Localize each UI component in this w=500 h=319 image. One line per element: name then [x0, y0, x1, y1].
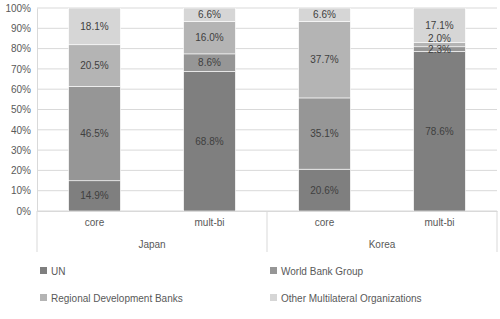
x-tick: core — [85, 211, 105, 228]
bar-segment — [69, 86, 121, 180]
y-tick-label: 100% — [5, 3, 31, 14]
y-tick-label: 10% — [11, 185, 31, 196]
x-tick: mult-bi — [194, 211, 224, 228]
group-label: Japan — [138, 239, 165, 250]
y-tick: 0% — [17, 206, 37, 217]
legend-item: UN — [40, 266, 65, 277]
y-axis: 0% 10% 20% 30% 40% 50% 60% 70% 80% 90% 100% — [5, 3, 37, 217]
y-tick: 10% — [11, 185, 37, 196]
y-tick-label: 0% — [17, 206, 32, 217]
legend-item: Other Multilateral Organizations — [270, 293, 422, 304]
data-label: 8.6% — [198, 57, 221, 68]
x-tick-label: mult-bi — [194, 217, 224, 228]
data-label: 20.6% — [310, 185, 338, 196]
legend-swatch — [40, 294, 47, 301]
y-tick-label: 70% — [11, 64, 31, 75]
y-tick-label: 30% — [11, 145, 31, 156]
bar-segment — [69, 181, 121, 211]
y-tick-label: 20% — [11, 165, 31, 176]
y-tick: 80% — [11, 43, 37, 54]
legend-label: Regional Development Banks — [51, 293, 183, 304]
bars — [69, 8, 466, 211]
legend-label: Other Multilateral Organizations — [281, 293, 422, 304]
x-tick-label: core — [315, 217, 335, 228]
y-tick-label: 40% — [11, 125, 31, 136]
bar-segment — [184, 54, 236, 71]
bar-segment — [184, 71, 236, 211]
legend-item: World Bank Group — [270, 266, 364, 277]
data-label: 46.5% — [80, 128, 108, 139]
y-tick-label: 50% — [11, 104, 31, 115]
group-separator — [37, 211, 38, 252]
legend: UN World Bank Group Regional Development B… — [40, 266, 422, 304]
y-tick: 50% — [11, 104, 37, 115]
bar-segment — [414, 51, 466, 211]
x-tick-label: core — [85, 217, 105, 228]
y-tick: 30% — [11, 145, 37, 156]
group-separator — [497, 211, 498, 252]
data-label: 37.7% — [310, 54, 338, 65]
y-tick-label: 60% — [11, 84, 31, 95]
y-tick-label: 90% — [11, 23, 31, 34]
y-tick: 20% — [11, 165, 37, 176]
x-tick: core — [315, 211, 335, 228]
data-label: 68.8% — [195, 136, 223, 147]
group-separator — [267, 211, 268, 252]
bar-segment — [299, 21, 351, 98]
data-label: 78.6% — [425, 126, 453, 137]
y-axis-line — [37, 9, 38, 212]
data-label: 16.0% — [195, 32, 223, 43]
data-label: 17.1% — [425, 20, 453, 31]
group-axis: Japan Korea — [37, 211, 497, 252]
legend-label: World Bank Group — [281, 266, 364, 277]
data-label: 18.1% — [80, 21, 108, 32]
bar-segment — [299, 169, 351, 211]
bar-segment — [184, 21, 236, 53]
bar-segment — [414, 8, 466, 43]
bar-segment — [69, 45, 121, 87]
group-label: Korea — [369, 239, 396, 250]
data-label: 6.6% — [198, 9, 221, 20]
data-label: 2.0% — [428, 33, 451, 44]
bar-segment — [184, 8, 236, 21]
data-label: 14.9% — [80, 190, 108, 201]
y-tick: 100% — [5, 3, 37, 14]
legend-swatch — [40, 267, 47, 274]
legend-item: Regional Development Banks — [40, 293, 183, 304]
data-label: 2.3% — [428, 44, 451, 55]
bar-segment — [69, 8, 121, 45]
grid — [37, 8, 497, 211]
data-label: 35.1% — [310, 128, 338, 139]
chart: 0% 10% 20% 30% 40% 50% 60% 70% 80% 90% 100% 14.9% 46… — [0, 0, 500, 319]
y-tick: 60% — [11, 84, 37, 95]
legend-label: UN — [51, 266, 65, 277]
data-label: 20.5% — [80, 60, 108, 71]
y-tick: 70% — [11, 64, 37, 75]
data-labels: 14.9% 46.5% 20.5% 18.1% 68.8% 8.6% 16.0% 6.6% 20… — [80, 9, 453, 201]
legend-swatch — [270, 294, 277, 301]
y-tick: 90% — [11, 23, 37, 34]
legend-swatch — [270, 267, 277, 274]
bar-segment — [299, 8, 351, 21]
data-label: 6.6% — [313, 9, 336, 20]
bar-segment — [299, 98, 351, 169]
x-tick-label: mult-bi — [424, 217, 454, 228]
y-tick-label: 80% — [11, 43, 31, 54]
x-tick: mult-bi — [424, 211, 454, 228]
y-tick: 40% — [11, 125, 37, 136]
